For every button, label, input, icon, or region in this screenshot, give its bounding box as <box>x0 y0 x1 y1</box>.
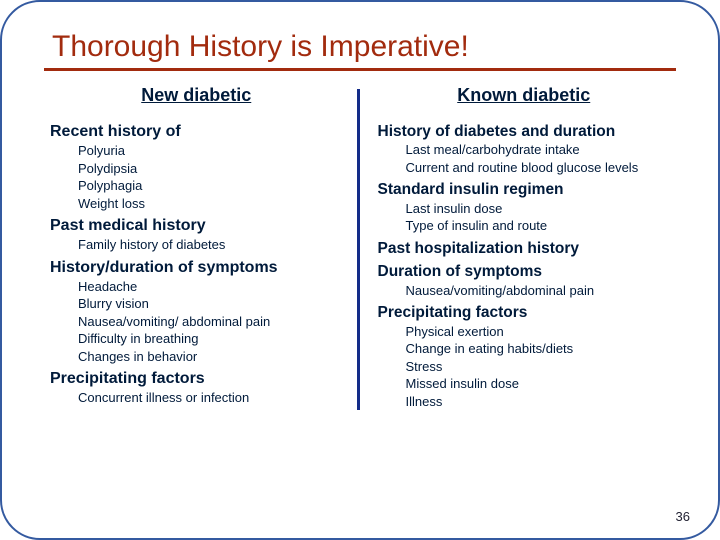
list-item: Nausea/vomiting/abdominal pain <box>378 282 671 300</box>
list-item: Illness <box>378 393 671 411</box>
list-item: Family history of diabetes <box>50 236 343 254</box>
section-heading: History of diabetes and duration <box>378 122 671 141</box>
right-column-heading: Known diabetic <box>378 85 671 106</box>
list-item: Polyphagia <box>50 177 343 195</box>
list-item: Physical exertion <box>378 323 671 341</box>
section-heading: Recent history of <box>50 122 343 142</box>
list-item: Changes in behavior <box>50 348 343 366</box>
left-column-heading: New diabetic <box>50 85 343 106</box>
section-heading: Standard insulin regimen <box>378 180 671 199</box>
slide-title: Thorough History is Imperative! <box>44 30 676 64</box>
list-item: Headache <box>50 278 343 296</box>
list-item: Last meal/carbohydrate intake <box>378 141 671 159</box>
slide-frame: Thorough History is Imperative! New diab… <box>0 0 720 540</box>
list-item: Current and routine blood glucose levels <box>378 159 671 177</box>
list-item: Type of insulin and route <box>378 217 671 235</box>
page-number: 36 <box>676 509 690 524</box>
section-heading: Precipitating factors <box>378 303 671 322</box>
list-item: Difficulty in breathing <box>50 330 343 348</box>
list-item: Missed insulin dose <box>378 375 671 393</box>
section-heading: Past medical history <box>50 216 343 236</box>
left-column: New diabetic Recent history of Polyuria … <box>44 85 357 410</box>
list-item: Concurrent illness or infection <box>50 389 343 407</box>
columns-container: New diabetic Recent history of Polyuria … <box>44 85 676 410</box>
list-item: Change in eating habits/diets <box>378 340 671 358</box>
section-heading: Duration of symptoms <box>378 262 671 281</box>
list-item: Stress <box>378 358 671 376</box>
right-column: Known diabetic History of diabetes and d… <box>360 85 677 410</box>
list-item: Nausea/vomiting/ abdominal pain <box>50 313 343 331</box>
section-heading: History/duration of symptoms <box>50 258 343 278</box>
list-item: Blurry vision <box>50 295 343 313</box>
title-underline <box>44 68 676 71</box>
list-item: Weight loss <box>50 195 343 213</box>
list-item: Last insulin dose <box>378 200 671 218</box>
list-item: Polydipsia <box>50 160 343 178</box>
section-heading: Precipitating factors <box>50 369 343 389</box>
list-item: Polyuria <box>50 142 343 160</box>
section-heading: Past hospitalization history <box>378 239 671 258</box>
